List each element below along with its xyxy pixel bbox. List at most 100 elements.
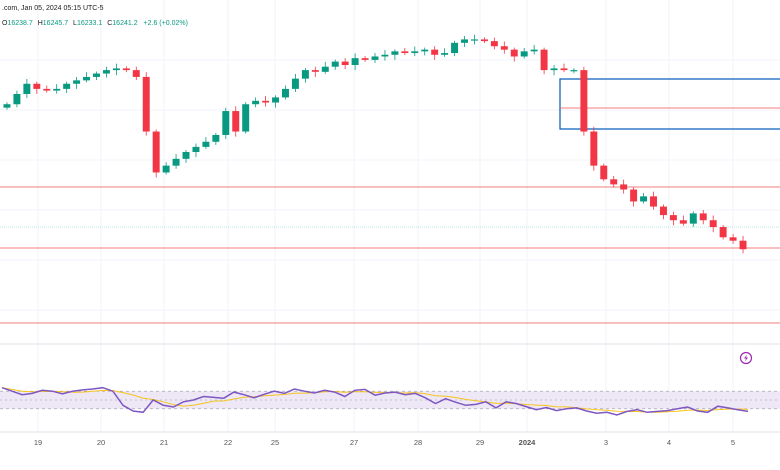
candle: [33, 81, 41, 94]
candle: [689, 211, 697, 227]
candle: [63, 81, 71, 93]
candle-body: [560, 68, 568, 71]
candle: [600, 163, 608, 182]
candle: [83, 72, 91, 83]
low-value: 16233.1: [77, 20, 102, 27]
candle: [162, 162, 170, 175]
candle-body: [83, 76, 91, 81]
x-tick-label: 19: [34, 438, 42, 447]
candle: [401, 47, 409, 56]
candle: [252, 97, 260, 108]
candle-body: [122, 68, 130, 71]
candle: [73, 76, 81, 89]
candle-body: [172, 158, 180, 166]
candle: [391, 49, 399, 60]
candle: [93, 71, 100, 81]
candle: [699, 210, 707, 225]
change-value: +2.6 (+0.02%): [144, 20, 188, 27]
candle: [650, 191, 657, 210]
x-tick-label: 27: [350, 438, 358, 447]
candle-body: [371, 56, 379, 60]
candle: [102, 66, 110, 78]
candle: [520, 47, 528, 59]
candle: [640, 192, 648, 204]
open-value: 16238.7: [7, 20, 32, 27]
candle-body: [500, 46, 508, 50]
candle-body: [93, 73, 100, 77]
x-tick-label: 4: [667, 438, 671, 447]
candle-body: [192, 146, 200, 152]
candle-body: [461, 39, 469, 43]
candle: [182, 149, 190, 163]
candle-body: [411, 51, 419, 54]
candle-body: [640, 196, 648, 202]
candle-body: [510, 49, 518, 57]
candle: [262, 96, 270, 107]
lightning-icon[interactable]: [739, 351, 753, 365]
candle-body: [232, 111, 240, 132]
candle-body: [23, 83, 31, 94]
candle: [202, 136, 210, 149]
candle-body: [112, 68, 120, 71]
candle: [212, 132, 220, 145]
candle: [620, 179, 628, 194]
candle: [13, 90, 21, 108]
candle-body: [291, 78, 299, 89]
candle-body: [650, 196, 657, 207]
candle: [500, 41, 508, 54]
symbol-source: .com, Jan 05, 2024 05:15 UTC-5: [2, 5, 104, 12]
candle-body: [620, 184, 628, 190]
candle-body: [679, 220, 687, 224]
candle: [530, 44, 538, 55]
candle-body: [351, 58, 359, 65]
candle: [431, 46, 439, 60]
x-tick-label: 22: [224, 438, 232, 447]
candle-body: [281, 88, 289, 98]
candle: [669, 211, 677, 226]
high-value: 16245.7: [43, 20, 68, 27]
candle-body: [311, 70, 319, 72]
candle: [122, 66, 130, 73]
candle-body: [610, 179, 618, 185]
supply-zone-box[interactable]: [559, 78, 780, 130]
candle-body: [580, 70, 588, 132]
candle-body: [182, 152, 190, 159]
rsi-ma-line: [1, 387, 749, 413]
x-tick-label: 21: [160, 438, 168, 447]
x-tick-label: 20: [97, 438, 105, 447]
grid-lines: [0, 0, 780, 432]
candle: [43, 85, 51, 93]
candle: [480, 37, 488, 44]
candle-body: [709, 220, 717, 228]
candle-body: [212, 134, 220, 142]
candle: [321, 61, 329, 74]
candle: [142, 72, 150, 136]
candle-body: [331, 61, 339, 67]
candle: [301, 68, 309, 83]
candle-body: [421, 49, 429, 52]
candle: [441, 48, 449, 57]
candle-body: [520, 51, 528, 57]
candle: [490, 37, 498, 50]
candle: [739, 235, 747, 254]
low-label: L: [73, 20, 77, 27]
x-tick-label: 3: [604, 438, 608, 447]
candle-body: [152, 131, 160, 173]
high-label: H: [38, 20, 43, 27]
candle: [580, 66, 588, 136]
zone-rect[interactable]: [559, 78, 780, 130]
candle-body: [659, 206, 667, 216]
candle: [341, 58, 349, 70]
candle-body: [142, 76, 150, 132]
candle-body: [490, 41, 498, 47]
candle: [630, 187, 638, 207]
candle-body: [401, 51, 409, 54]
candle: [192, 143, 200, 158]
candle: [281, 85, 289, 100]
horizontal-levels[interactable]: [0, 186, 780, 324]
candle: [719, 225, 727, 240]
candle-body: [600, 165, 608, 180]
candle-body: [361, 58, 369, 60]
